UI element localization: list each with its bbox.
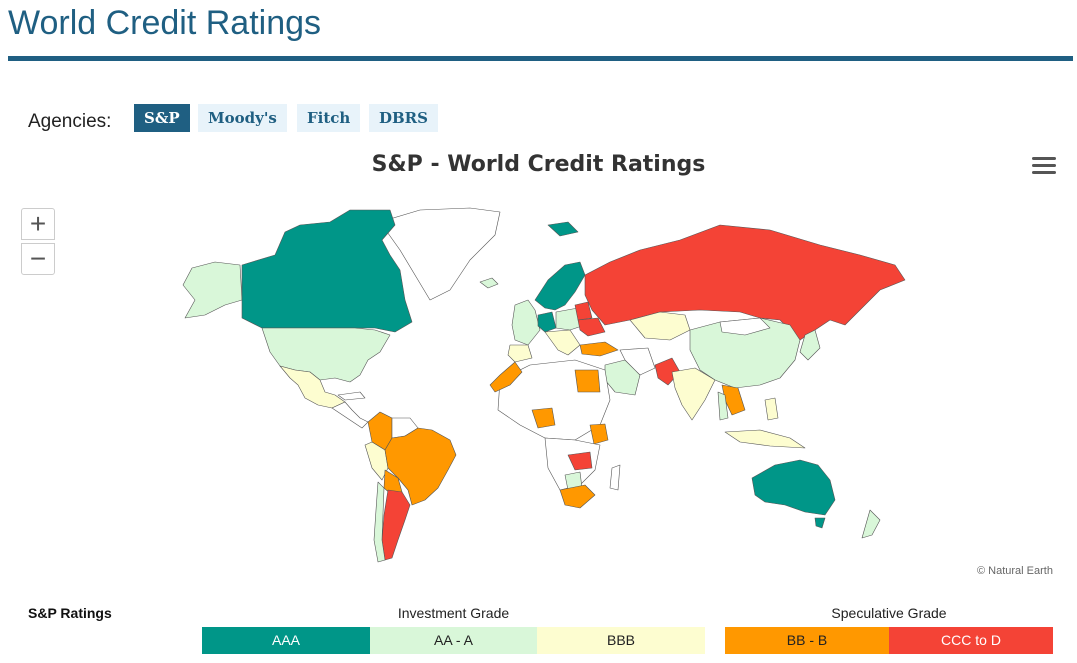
- country-philippines[interactable]: [764, 397, 779, 421]
- country-iran[interactable]: [619, 347, 656, 376]
- legend-aa-a[interactable]: AA - A: [370, 627, 537, 654]
- legend-aaa[interactable]: AAA: [202, 627, 370, 654]
- agency-button-moodys[interactable]: Moody's: [198, 104, 287, 132]
- chart-title: S&P - World Credit Ratings: [371, 152, 706, 177]
- country-western-europe[interactable]: [511, 299, 541, 346]
- country-canada[interactable]: [241, 209, 413, 333]
- country-south-africa[interactable]: [559, 484, 596, 509]
- country-scandinavia[interactable]: [534, 261, 586, 311]
- country-new-zealand[interactable]: [861, 509, 881, 539]
- country-chile[interactable]: [373, 481, 386, 563]
- country-iceland[interactable]: [479, 277, 499, 289]
- country-australia[interactable]: [751, 459, 836, 516]
- country-argentina[interactable]: [381, 489, 411, 561]
- hamburger-menu-icon[interactable]: [1032, 157, 1056, 177]
- speculative-grade-label: Speculative Grade: [831, 605, 947, 621]
- legend-ccc-d[interactable]: CCC to D: [889, 627, 1053, 654]
- world-map[interactable]: [0, 0, 1077, 600]
- country-iberia[interactable]: [507, 344, 533, 363]
- country-thailand[interactable]: [717, 391, 729, 421]
- country-nigeria[interactable]: [531, 407, 556, 429]
- country-ukraine[interactable]: [577, 317, 606, 337]
- country-kenya[interactable]: [589, 423, 609, 445]
- country-turkey[interactable]: [579, 341, 619, 357]
- agency-button-dbrs[interactable]: DBRS: [369, 104, 438, 132]
- country-usa[interactable]: [261, 327, 391, 383]
- country-mongolia[interactable]: [719, 317, 771, 336]
- country-caribbean[interactable]: [337, 391, 366, 401]
- map-credit[interactable]: © Natural Earth: [977, 565, 1053, 577]
- agency-button-sp[interactable]: S&P: [134, 104, 190, 132]
- country-belarus[interactable]: [574, 301, 593, 321]
- investment-grade-label: Investment Grade: [397, 605, 510, 621]
- country-tasmania[interactable]: [814, 517, 826, 529]
- country-japan[interactable]: [799, 329, 821, 361]
- country-india[interactable]: [671, 367, 716, 421]
- country-italy-balkans[interactable]: [544, 329, 581, 356]
- country-usa-alaska[interactable]: [182, 261, 243, 319]
- country-svalbard[interactable]: [547, 221, 579, 237]
- title-divider: [8, 56, 1073, 61]
- country-germany[interactable]: [537, 311, 557, 333]
- country-greenland[interactable]: [379, 207, 501, 301]
- legend-bbb[interactable]: BBB: [537, 627, 705, 654]
- country-madagascar[interactable]: [609, 464, 621, 491]
- country-brazil[interactable]: [384, 427, 457, 506]
- agency-button-fitch[interactable]: Fitch: [297, 104, 361, 132]
- agencies-label: Agencies:: [28, 111, 112, 132]
- country-zambia[interactable]: [567, 451, 593, 471]
- country-morocco[interactable]: [489, 361, 523, 393]
- zoom-in-button[interactable]: +: [21, 208, 55, 240]
- zoom-out-button[interactable]: −: [21, 243, 55, 275]
- country-indonesia[interactable]: [724, 429, 806, 449]
- legend-title: S&P Ratings: [28, 605, 112, 621]
- country-central-america[interactable]: [331, 401, 369, 429]
- legend-bb-b[interactable]: BB - B: [725, 627, 889, 654]
- country-egypt[interactable]: [574, 369, 601, 393]
- page-title: World Credit Ratings: [8, 4, 322, 42]
